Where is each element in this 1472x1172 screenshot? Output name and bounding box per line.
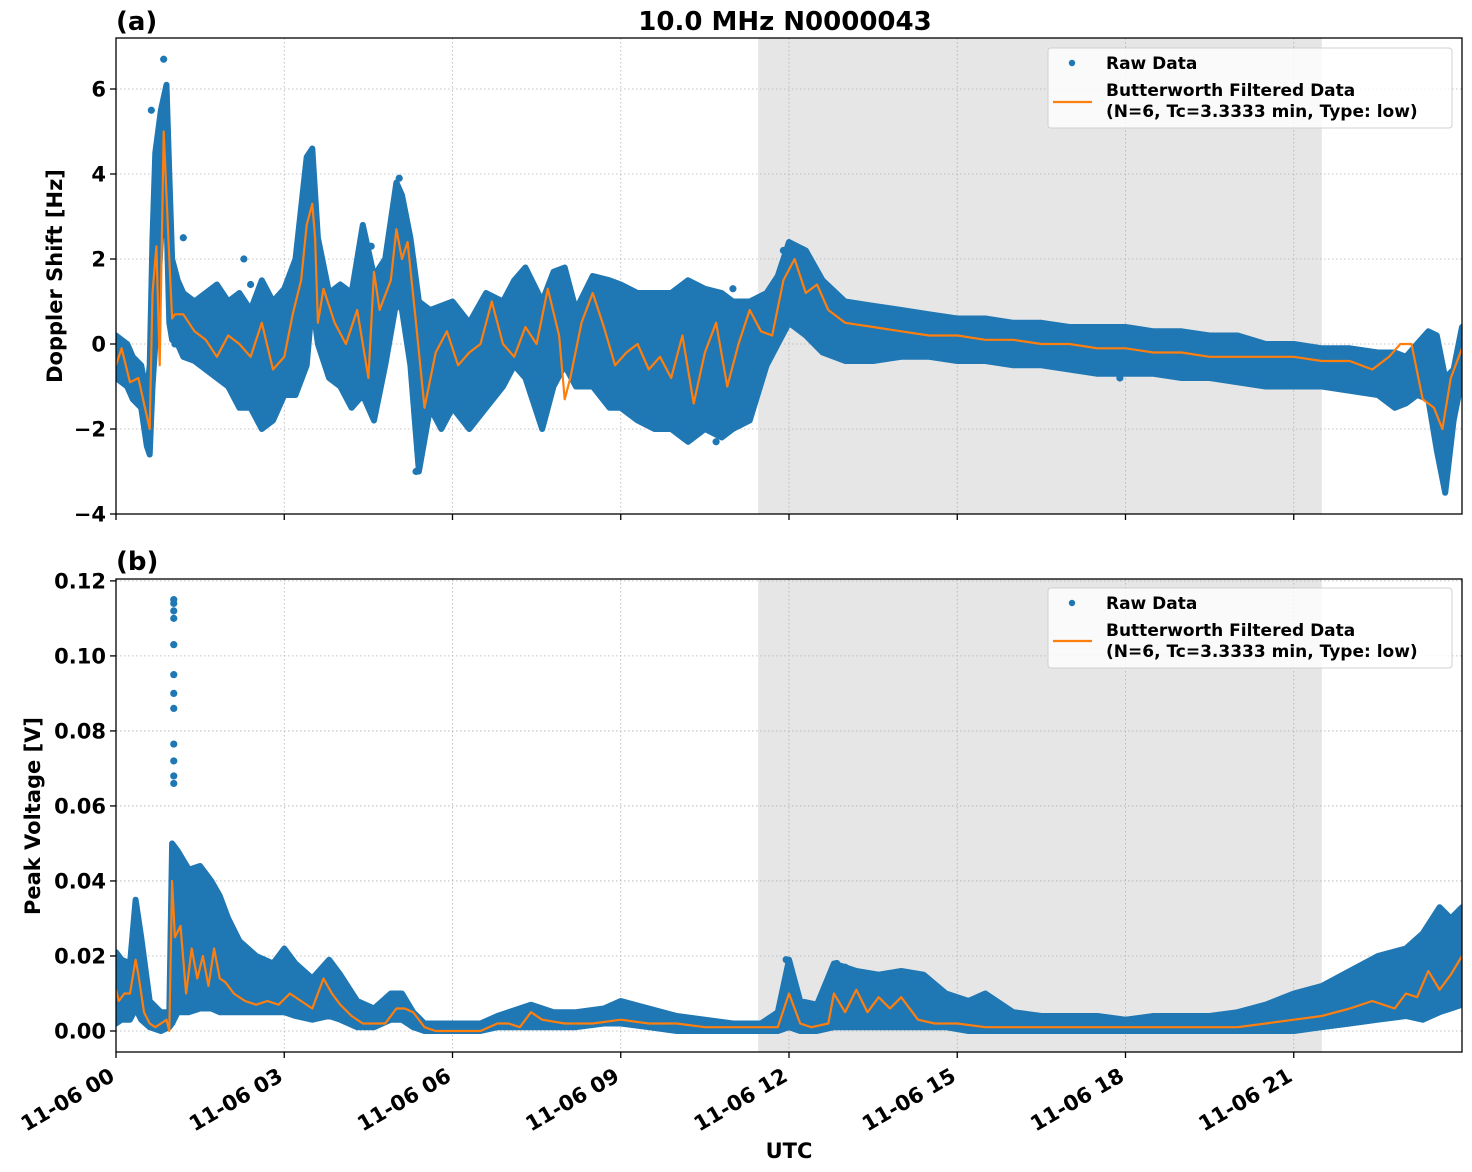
y-tick-label: 2: [91, 248, 106, 272]
plot-area-b: [116, 596, 1462, 1034]
filtered-data-line: [116, 879, 1462, 1033]
y-tick-label: 4: [91, 163, 106, 187]
panel-label-a: (a): [116, 7, 157, 37]
raw-data-point: [395, 174, 403, 182]
y-ticks-b: 0.00 0.02 0.04 0.06 0.08 0.10 0.12: [54, 569, 116, 1043]
raw-data-point: [712, 438, 720, 446]
raw-data-point: [679, 285, 688, 293]
y-tick-label: 0.00: [54, 1019, 106, 1043]
panel-a: (a) −4 −2 0 2 4 6 Doppler Shift [Hz] Raw Data…: [43, 7, 1463, 527]
raw-data-point: [170, 599, 178, 607]
raw-data-point: [833, 959, 841, 968]
raw-data-point: [160, 55, 168, 63]
raw-data-point: [1116, 374, 1124, 382]
y-ticks-a: −4 −2 0 2 4 6: [74, 78, 116, 527]
raw-data-point: [170, 740, 178, 748]
raw-data-point: [171, 340, 179, 348]
raw-data-point: [170, 704, 178, 713]
raw-data-point: [782, 956, 790, 964]
raw-data-point: [729, 285, 737, 293]
y-tick-label: 0.02: [54, 944, 106, 968]
raw-data-point: [841, 963, 849, 971]
x-tick-label: 11-06 21: [1194, 1064, 1296, 1137]
x-tick-label: 11-06 18: [1026, 1064, 1128, 1137]
x-tick-label: 11-06 15: [858, 1064, 960, 1137]
raw-data-point: [294, 255, 302, 263]
x-ticks-a: [115, 514, 1295, 520]
raw-data-point: [170, 772, 178, 780]
raw-data-point: [779, 246, 787, 255]
raw-data-point: [367, 242, 375, 250]
legend-b: Raw Data Butterworth Filtered Data (N=6,…: [1047, 587, 1453, 669]
legend-raw-label: Raw Data: [1106, 594, 1197, 614]
y-tick-label: 6: [91, 78, 106, 102]
x-ticks-b: 11-06 00 11-06 03 11-06 06 11-06 09 11-06 12…: [17, 1052, 1296, 1137]
legend-filtered-label-1: Butterworth Filtered Data: [1106, 81, 1355, 101]
filtered-data-line: [116, 130, 1462, 431]
legend-box: [1047, 587, 1453, 669]
x-tick-label: 11-06 12: [690, 1064, 792, 1137]
raw-data-marker-icon: [1068, 599, 1076, 607]
y-tick-label: 0.12: [54, 569, 106, 593]
raw-data-point: [147, 106, 155, 114]
legend-filtered-label-2: (N=6, Tc=3.3333 min, Type: low): [1106, 642, 1418, 662]
raw-data-point: [247, 280, 255, 289]
y-tick-label: 0.08: [54, 719, 106, 743]
y-axis-label-b: Peak Voltage [V]: [21, 717, 45, 915]
raw-data-marker-icon: [1068, 59, 1076, 67]
legend-filtered-label-1: Butterworth Filtered Data: [1106, 621, 1355, 641]
figure-title: 10.0 MHz N0000043: [638, 7, 931, 37]
y-tick-label: −2: [74, 418, 106, 442]
legend-raw-label: Raw Data: [1106, 54, 1197, 74]
raw-data-point: [170, 757, 178, 765]
y-tick-label: −4: [74, 503, 106, 527]
x-tick-label: 11-06 00: [17, 1064, 119, 1137]
panel-label-b: (b): [116, 547, 158, 577]
raw-data-point: [412, 467, 420, 476]
raw-data-point: [240, 255, 248, 263]
raw-data-point: [170, 614, 178, 622]
raw-data-point: [170, 671, 178, 679]
legend-a: Raw Data Butterworth Filtered Data (N=6,…: [1047, 47, 1453, 129]
raw-data-point: [170, 689, 178, 698]
x-tick-label: 11-06 09: [521, 1064, 623, 1137]
y-tick-label: 0.04: [54, 869, 106, 893]
plot-area-a: [116, 55, 1462, 496]
raw-data-point: [170, 641, 178, 649]
x-tick-label: 11-06 06: [353, 1064, 455, 1137]
y-tick-label: 0.10: [54, 644, 106, 668]
raw-data-point: [170, 607, 178, 615]
panel-b: (b) 0.00 0.02 0.04 0.06 0.08 0.10 0.12 11-06 0…: [17, 547, 1463, 1163]
y-axis-label-a: Doppler Shift [Hz]: [43, 169, 67, 383]
x-axis-label: UTC: [766, 1139, 813, 1163]
x-tick-label: 11-06 03: [185, 1064, 287, 1137]
y-tick-label: 0: [91, 333, 106, 357]
raw-data-point: [179, 234, 187, 242]
y-tick-label: 0.06: [54, 794, 106, 818]
raw-data-point: [170, 779, 178, 788]
legend-box: [1047, 47, 1453, 129]
legend-filtered-label-2: (N=6, Tc=3.3333 min, Type: low): [1106, 102, 1418, 122]
